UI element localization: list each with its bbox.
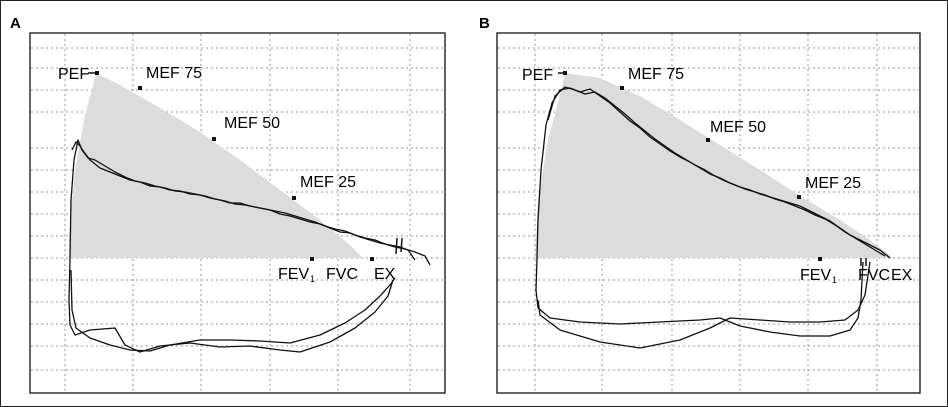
panel-b-label-mef25: MEF 25 [805, 175, 861, 192]
panel-a-plot-box [29, 32, 446, 394]
panel-b-marker-fev1 [818, 257, 822, 261]
panel-b-label-mef75: MEF 75 [628, 66, 684, 83]
panel-b-label-fev-sub: 1 [832, 275, 837, 285]
panel-a-loop-1 [68, 257, 394, 353]
panel-a-label-mef50: MEF 50 [224, 115, 280, 132]
panel-a-label-ex: EX [374, 266, 396, 283]
panel-a-label-fev: FEV [278, 266, 309, 283]
panel-a: A [10, 15, 446, 394]
panel-a-marker-fev1 [310, 257, 314, 261]
panel-a-letter: A [10, 15, 21, 32]
panel-a-marker-mef75 [138, 86, 142, 90]
panel-b-label-ex: EX [891, 267, 913, 284]
panel-b-marker-mef50 [706, 138, 710, 142]
panel-b-marker-mef75 [620, 86, 624, 90]
panel-a-label-mef25: MEF 25 [300, 174, 356, 191]
panel-b-loop-2 [537, 261, 871, 349]
panel-a-marker-mef25 [292, 196, 296, 200]
panel-b-letter: B [479, 15, 490, 32]
panel-a-expiratory-curve-1 [69, 139, 431, 266]
panel-b-plot-box [496, 32, 921, 394]
panel-b-label-fvc: FVC [858, 267, 890, 284]
panel-a-ex-tick [395, 237, 398, 255]
panel-b-marker-pef [558, 71, 567, 75]
panel-b-expiratory-curve-2 [547, 86, 886, 257]
panel-b: B [479, 15, 921, 394]
panel-b-label-fev: FEV [800, 267, 831, 284]
panel-b-reference-area [535, 73, 893, 258]
panel-a-label-pef: PEF [58, 66, 89, 83]
panel-a-marker-mef50 [212, 137, 216, 141]
panel-b-marker-mef25 [797, 195, 801, 199]
panel-a-loop-2 [70, 269, 396, 352]
panel-a-label-fvc: FVC [326, 266, 358, 283]
panel-a-marker-pef [88, 71, 99, 75]
panel-b-loop-1 [535, 257, 864, 337]
panel-a-marker-fvc [370, 257, 374, 261]
panel-a-label-mef75: MEF 75 [146, 65, 202, 82]
panel-b-label-pef: PEF [522, 67, 553, 84]
panel-a-expiratory-curve-2 [71, 141, 416, 261]
panel-b-label-mef50: MEF 50 [710, 119, 766, 136]
panel-a-label-fev-sub: 1 [310, 274, 315, 284]
panel-a-reference-area [69, 73, 363, 258]
